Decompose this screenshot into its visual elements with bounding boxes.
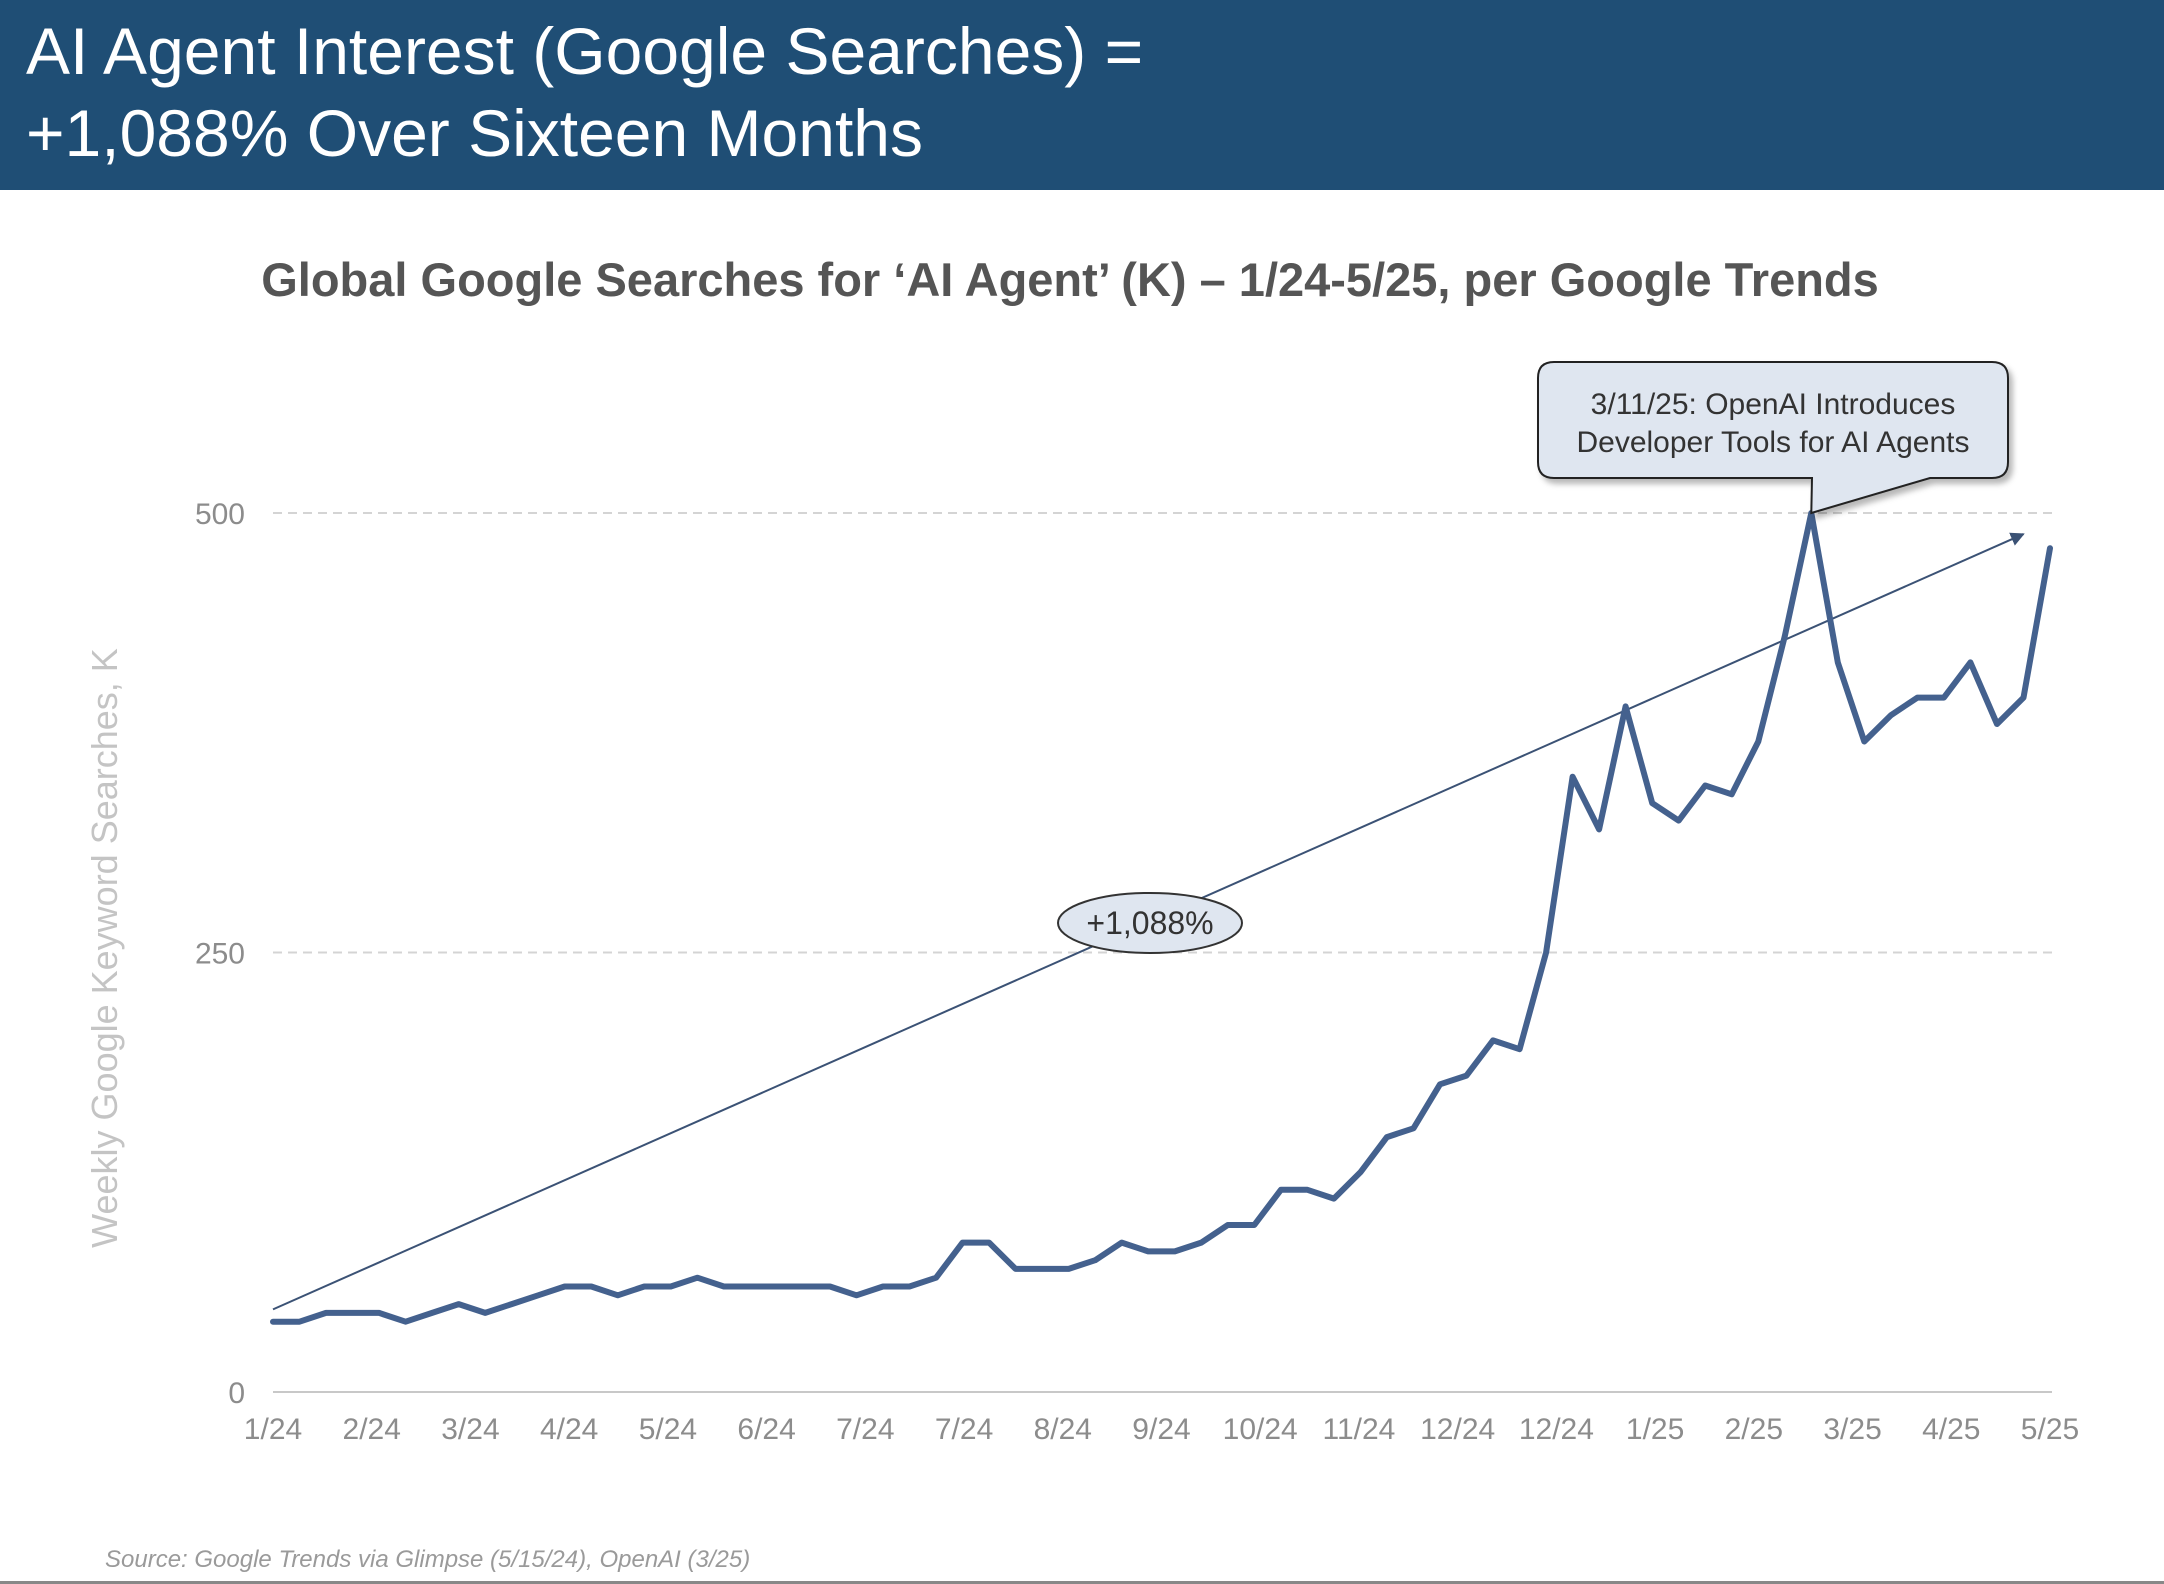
annotation-label-line: 3/11/25: OpenAI Introduces (1591, 388, 1956, 421)
bottom-divider (0, 1581, 2164, 1584)
y-tick-label: 500 (195, 498, 245, 531)
x-tick-label: 12/24 (1519, 1413, 1594, 1446)
y-axis-title: Weekly Google Keyword Searches, K (84, 648, 125, 1248)
annotation-label: 3/11/25: OpenAI Introduces Developer Tool… (1576, 388, 1969, 459)
x-tick-label: 2/25 (1725, 1413, 1783, 1446)
x-tick-label: 3/25 (1823, 1413, 1881, 1446)
x-tick-label: 9/24 (1132, 1413, 1190, 1446)
header-banner: AI Agent Interest (Google Searches) = +1… (0, 0, 2164, 190)
x-tick-label: 4/25 (1922, 1413, 1980, 1446)
x-tick-label: 2/24 (343, 1413, 401, 1446)
chart-title: Global Google Searches for ‘AI Agent’ (K… (261, 253, 1879, 306)
x-tick-label: 5/25 (2021, 1413, 2079, 1446)
y-tick-label: 0 (228, 1377, 245, 1410)
x-tick-label: 8/24 (1034, 1413, 1092, 1446)
x-tick-label: 3/24 (441, 1413, 499, 1446)
x-tick-label: 10/24 (1223, 1413, 1298, 1446)
x-tick-label: 1/25 (1626, 1413, 1684, 1446)
x-tick-label: 7/24 (836, 1413, 894, 1446)
page-title: AI Agent Interest (Google Searches) = +1… (26, 14, 1144, 170)
y-tick-label: 250 (195, 938, 245, 971)
x-tick-label: 5/24 (639, 1413, 697, 1446)
trend-badge (1057, 891, 1243, 954)
source-note: Source: Google Trends via Glimpse (5/15/… (105, 1546, 751, 1573)
x-tick-label: 12/24 (1420, 1413, 1495, 1446)
x-tick-label: 4/24 (540, 1413, 598, 1446)
x-tick-label: 7/24 (935, 1413, 993, 1446)
x-tick-label: 1/24 (244, 1413, 302, 1446)
trend-badge-label: +1,088% (1086, 905, 1213, 941)
series-line (270, 510, 2053, 1325)
x-tick-label: 6/24 (737, 1413, 795, 1446)
annotation-callout (1537, 361, 2009, 515)
x-tick-label: 11/24 (1323, 1413, 1396, 1446)
annotation-label-line: Developer Tools for AI Agents (1576, 426, 1969, 459)
